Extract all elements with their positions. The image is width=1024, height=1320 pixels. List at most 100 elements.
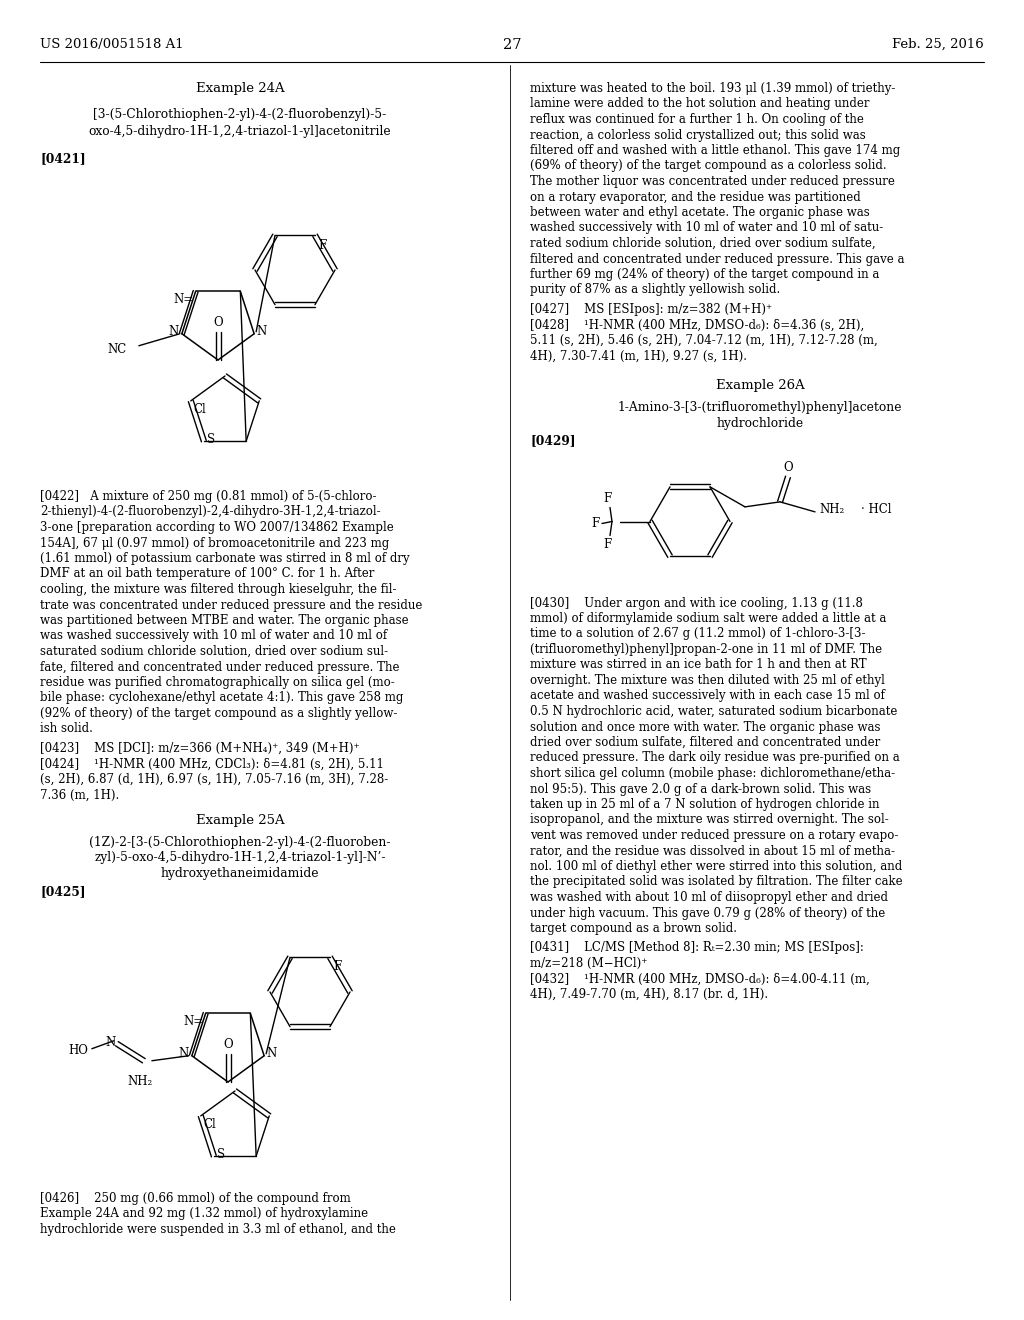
- Text: [0430]    Under argon and with ice cooling, 1.13 g (11.8: [0430] Under argon and with ice cooling,…: [530, 597, 863, 610]
- Text: Example 26A: Example 26A: [716, 379, 805, 392]
- Text: N=: N=: [173, 293, 194, 306]
- Text: [0426]    250 mg (0.66 mmol) of the compound from: [0426] 250 mg (0.66 mmol) of the compoun…: [40, 1192, 351, 1205]
- Text: O: O: [213, 315, 223, 329]
- Text: m/z=218 (M−HCl)⁺: m/z=218 (M−HCl)⁺: [530, 957, 647, 970]
- Text: Cl: Cl: [194, 403, 207, 416]
- Text: Example 24A: Example 24A: [196, 82, 285, 95]
- Text: NH₂: NH₂: [127, 1074, 153, 1088]
- Text: bile phase: cyclohexane/ethyl acetate 4:1). This gave 258 mg: bile phase: cyclohexane/ethyl acetate 4:…: [40, 692, 403, 705]
- Text: reaction, a colorless solid crystallized out; this solid was: reaction, a colorless solid crystallized…: [530, 128, 865, 141]
- Text: [0429]: [0429]: [530, 434, 575, 447]
- Text: 154A], 67 μl (0.97 mmol) of bromoacetonitrile and 223 mg: 154A], 67 μl (0.97 mmol) of bromoacetoni…: [40, 536, 389, 549]
- Text: fate, filtered and concentrated under reduced pressure. The: fate, filtered and concentrated under re…: [40, 660, 399, 673]
- Text: hydrochloride: hydrochloride: [717, 417, 804, 429]
- Text: HO: HO: [68, 1044, 88, 1057]
- Text: 1-Amino-3-[3-(trifluoromethyl)phenyl]acetone: 1-Amino-3-[3-(trifluoromethyl)phenyl]ace…: [617, 401, 902, 414]
- Text: Example 24A and 92 mg (1.32 mmol) of hydroxylamine: Example 24A and 92 mg (1.32 mmol) of hyd…: [40, 1208, 368, 1221]
- Text: 3-one [preparation according to WO 2007/134862 Example: 3-one [preparation according to WO 2007/…: [40, 521, 394, 535]
- Text: N: N: [169, 325, 179, 338]
- Text: US 2016/0051518 A1: US 2016/0051518 A1: [40, 38, 183, 51]
- Text: reduced pressure. The dark oily residue was pre-purified on a: reduced pressure. The dark oily residue …: [530, 751, 900, 764]
- Text: overnight. The mixture was then diluted with 25 ml of ethyl: overnight. The mixture was then diluted …: [530, 675, 885, 686]
- Text: the precipitated solid was isolated by filtration. The filter cake: the precipitated solid was isolated by f…: [530, 875, 902, 888]
- Text: 7.36 (m, 1H).: 7.36 (m, 1H).: [40, 788, 119, 801]
- Text: trate was concentrated under reduced pressure and the residue: trate was concentrated under reduced pre…: [40, 598, 422, 611]
- Text: (s, 2H), 6.87 (d, 1H), 6.97 (s, 1H), 7.05-7.16 (m, 3H), 7.28-: (s, 2H), 6.87 (d, 1H), 6.97 (s, 1H), 7.0…: [40, 774, 388, 785]
- Text: 4H), 7.30-7.41 (m, 1H), 9.27 (s, 1H).: 4H), 7.30-7.41 (m, 1H), 9.27 (s, 1H).: [530, 350, 746, 363]
- Text: [0427]    MS [ESIpos]: m/z=382 (M+H)⁺: [0427] MS [ESIpos]: m/z=382 (M+H)⁺: [530, 304, 772, 315]
- Text: hydrochloride were suspended in 3.3 ml of ethanol, and the: hydrochloride were suspended in 3.3 ml o…: [40, 1224, 396, 1236]
- Text: target compound as a brown solid.: target compound as a brown solid.: [530, 921, 737, 935]
- Text: isopropanol, and the mixture was stirred overnight. The sol-: isopropanol, and the mixture was stirred…: [530, 813, 889, 826]
- Text: mmol) of diformylamide sodium salt were added a little at a: mmol) of diformylamide sodium salt were …: [530, 612, 887, 624]
- Text: dried over sodium sulfate, filtered and concentrated under: dried over sodium sulfate, filtered and …: [530, 737, 881, 748]
- Text: acetate and washed successively with in each case 15 ml of: acetate and washed successively with in …: [530, 689, 885, 702]
- Text: [0432]    ¹H-NMR (400 MHz, DMSO-d₆): δ=4.00-4.11 (m,: [0432] ¹H-NMR (400 MHz, DMSO-d₆): δ=4.00…: [530, 973, 869, 986]
- Text: O: O: [783, 461, 793, 474]
- Text: N: N: [178, 1047, 188, 1060]
- Text: (trifluoromethyl)phenyl]propan-2-one in 11 ml of DMF. The: (trifluoromethyl)phenyl]propan-2-one in …: [530, 643, 882, 656]
- Text: on a rotary evaporator, and the residue was partitioned: on a rotary evaporator, and the residue …: [530, 190, 861, 203]
- Text: purity of 87% as a slightly yellowish solid.: purity of 87% as a slightly yellowish so…: [530, 284, 780, 297]
- Text: DMF at an oil bath temperature of 100° C. for 1 h. After: DMF at an oil bath temperature of 100° C…: [40, 568, 375, 581]
- Text: saturated sodium chloride solution, dried over sodium sul-: saturated sodium chloride solution, drie…: [40, 645, 388, 657]
- Text: rated sodium chloride solution, dried over sodium sulfate,: rated sodium chloride solution, dried ov…: [530, 238, 876, 249]
- Text: F: F: [603, 492, 611, 506]
- Text: time to a solution of 2.67 g (11.2 mmol) of 1-chloro-3-[3-: time to a solution of 2.67 g (11.2 mmol)…: [530, 627, 865, 640]
- Text: [0425]: [0425]: [40, 884, 85, 898]
- Text: [0422]   A mixture of 250 mg (0.81 mmol) of 5-(5-chloro-: [0422] A mixture of 250 mg (0.81 mmol) o…: [40, 490, 377, 503]
- Text: solution and once more with water. The organic phase was: solution and once more with water. The o…: [530, 721, 881, 734]
- Text: was washed successively with 10 ml of water and 10 ml of: was washed successively with 10 ml of wa…: [40, 630, 387, 643]
- Text: [0423]    MS [DCI]: m/z=366 (M+NH₄)⁺, 349 (M+H)⁺: [0423] MS [DCI]: m/z=366 (M+NH₄)⁺, 349 (…: [40, 742, 359, 755]
- Text: S: S: [207, 433, 215, 446]
- Text: nol. 100 ml of diethyl ether were stirred into this solution, and: nol. 100 ml of diethyl ether were stirre…: [530, 861, 902, 873]
- Text: F: F: [603, 537, 611, 550]
- Text: (1.61 mmol) of potassium carbonate was stirred in 8 ml of dry: (1.61 mmol) of potassium carbonate was s…: [40, 552, 410, 565]
- Text: vent was removed under reduced pressure on a rotary evapo-: vent was removed under reduced pressure …: [530, 829, 898, 842]
- Text: Cl: Cl: [204, 1118, 216, 1131]
- Text: lamine were added to the hot solution and heating under: lamine were added to the hot solution an…: [530, 98, 869, 111]
- Text: (92% of theory) of the target compound as a slightly yellow-: (92% of theory) of the target compound a…: [40, 708, 397, 719]
- Text: The mother liquor was concentrated under reduced pressure: The mother liquor was concentrated under…: [530, 176, 895, 187]
- Text: S: S: [217, 1147, 225, 1160]
- Text: (69% of theory) of the target compound as a colorless solid.: (69% of theory) of the target compound a…: [530, 160, 887, 173]
- Text: further 69 mg (24% of theory) of the target compound in a: further 69 mg (24% of theory) of the tar…: [530, 268, 880, 281]
- Text: Example 25A: Example 25A: [196, 814, 285, 828]
- Text: F: F: [592, 517, 600, 531]
- Text: short silica gel column (mobile phase: dichloromethane/etha-: short silica gel column (mobile phase: d…: [530, 767, 895, 780]
- Text: mixture was heated to the boil. 193 μl (1.39 mmol) of triethy-: mixture was heated to the boil. 193 μl (…: [530, 82, 895, 95]
- Text: nol 95:5). This gave 2.0 g of a dark-brown solid. This was: nol 95:5). This gave 2.0 g of a dark-bro…: [530, 783, 871, 796]
- Text: [0428]    ¹H-NMR (400 MHz, DMSO-d₆): δ=4.36 (s, 2H),: [0428] ¹H-NMR (400 MHz, DMSO-d₆): δ=4.36…: [530, 318, 864, 331]
- Text: F: F: [318, 239, 327, 252]
- Text: hydroxyethaneimidamide: hydroxyethaneimidamide: [161, 867, 319, 880]
- Text: filtered off and washed with a little ethanol. This gave 174 mg: filtered off and washed with a little et…: [530, 144, 900, 157]
- Text: N: N: [105, 1036, 116, 1049]
- Text: 27: 27: [503, 38, 521, 51]
- Text: filtered and concentrated under reduced pressure. This gave a: filtered and concentrated under reduced …: [530, 252, 904, 265]
- Text: NH₂: NH₂: [819, 503, 844, 516]
- Text: N: N: [266, 1047, 276, 1060]
- Text: 5.11 (s, 2H), 5.46 (s, 2H), 7.04-7.12 (m, 1H), 7.12-7.28 (m,: 5.11 (s, 2H), 5.46 (s, 2H), 7.04-7.12 (m…: [530, 334, 878, 347]
- Text: between water and ethyl acetate. The organic phase was: between water and ethyl acetate. The org…: [530, 206, 869, 219]
- Text: 4H), 7.49-7.70 (m, 4H), 8.17 (br. d, 1H).: 4H), 7.49-7.70 (m, 4H), 8.17 (br. d, 1H)…: [530, 987, 768, 1001]
- Text: ish solid.: ish solid.: [40, 722, 93, 735]
- Text: cooling, the mixture was filtered through kieselguhr, the fil-: cooling, the mixture was filtered throug…: [40, 583, 396, 597]
- Text: 0.5 N hydrochloric acid, water, saturated sodium bicarbonate: 0.5 N hydrochloric acid, water, saturate…: [530, 705, 897, 718]
- Text: zyl)-5-oxo-4,5-dihydro-1H-1,2,4-triazol-1-yl]-N’-: zyl)-5-oxo-4,5-dihydro-1H-1,2,4-triazol-…: [94, 851, 386, 865]
- Text: rator, and the residue was dissolved in about 15 ml of metha-: rator, and the residue was dissolved in …: [530, 845, 895, 858]
- Text: reflux was continued for a further 1 h. On cooling of the: reflux was continued for a further 1 h. …: [530, 114, 864, 125]
- Text: · HCl: · HCl: [861, 503, 892, 516]
- Text: [3-(5-Chlorothiophen-2-yl)-4-(2-fluorobenzyl)-5-: [3-(5-Chlorothiophen-2-yl)-4-(2-fluorobe…: [93, 108, 387, 121]
- Text: O: O: [223, 1038, 232, 1051]
- Text: residue was purified chromatographically on silica gel (mo-: residue was purified chromatographically…: [40, 676, 394, 689]
- Text: under high vacuum. This gave 0.79 g (28% of theory) of the: under high vacuum. This gave 0.79 g (28%…: [530, 907, 886, 920]
- Text: mixture was stirred in an ice bath for 1 h and then at RT: mixture was stirred in an ice bath for 1…: [530, 659, 866, 672]
- Text: Feb. 25, 2016: Feb. 25, 2016: [892, 38, 984, 51]
- Text: [0431]    LC/MS [Method 8]: Rₜ=2.30 min; MS [ESIpos]:: [0431] LC/MS [Method 8]: Rₜ=2.30 min; MS…: [530, 941, 864, 954]
- Text: was washed with about 10 ml of diisopropyl ether and dried: was washed with about 10 ml of diisoprop…: [530, 891, 888, 904]
- Text: (1Z)-2-[3-(5-Chlorothiophen-2-yl)-4-(2-fluoroben-: (1Z)-2-[3-(5-Chlorothiophen-2-yl)-4-(2-f…: [89, 836, 391, 849]
- Text: 2-thienyl)-4-(2-fluorobenzyl)-2,4-dihydro-3H-1,2,4-triazol-: 2-thienyl)-4-(2-fluorobenzyl)-2,4-dihydr…: [40, 506, 381, 519]
- Text: [0421]: [0421]: [40, 152, 86, 165]
- Text: was partitioned between MTBE and water. The organic phase: was partitioned between MTBE and water. …: [40, 614, 409, 627]
- Text: F: F: [333, 961, 341, 973]
